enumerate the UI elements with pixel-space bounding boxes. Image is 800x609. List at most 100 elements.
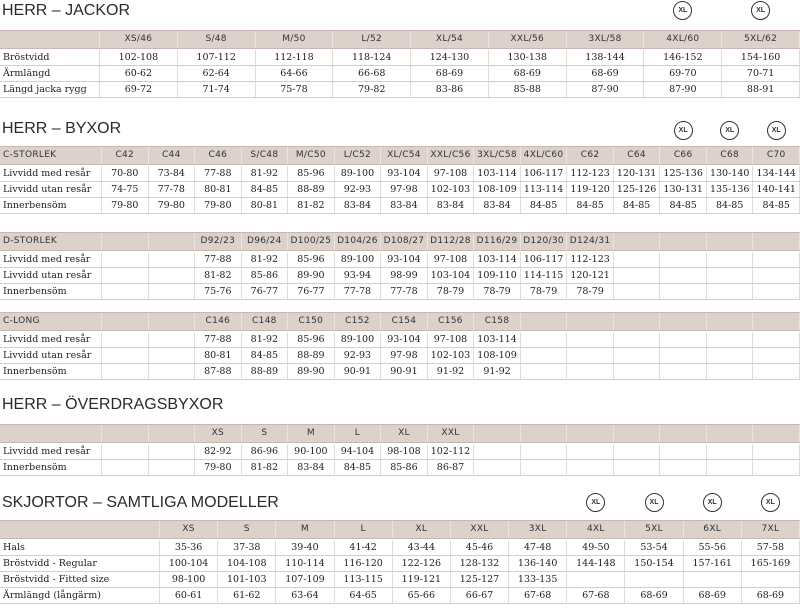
size-value [474, 460, 521, 475]
size-value: 63-64 [276, 588, 335, 603]
row-label: Innerbensöm [0, 284, 102, 299]
column-header: S [242, 425, 289, 442]
size-value: 93-94 [335, 268, 382, 283]
table-row: Livvidd utan resår 80-81 84-85 88-89 92-93 97… [0, 348, 800, 364]
size-value: 87-90 [567, 82, 645, 97]
size-value: 112-123 [567, 252, 614, 267]
size-value: 81-92 [242, 166, 289, 181]
size-value: 41-42 [335, 540, 393, 555]
size-value: 89-100 [335, 332, 382, 347]
column-header [753, 425, 800, 442]
size-value: 92-93 [335, 182, 382, 197]
size-value: 134-144 [753, 166, 800, 181]
header-label: D-STORLEK [0, 233, 102, 250]
column-header: 3XL [509, 521, 568, 538]
size-value [521, 460, 568, 475]
size-value: 98-100 [160, 572, 219, 587]
size-value: 120-131 [614, 166, 661, 181]
size-value [102, 252, 149, 267]
size-value: 84-85 [614, 198, 661, 213]
size-value: 85-96 [288, 252, 335, 267]
size-value: 68-69 [411, 66, 489, 81]
size-value: 125-127 [451, 572, 510, 587]
column-header: D100/25 [288, 233, 335, 250]
size-value: 78-79 [428, 284, 475, 299]
size-value: 61-62 [218, 588, 277, 603]
size-value: 93-104 [381, 332, 428, 347]
size-value: 66-67 [451, 588, 510, 603]
header-label: C-LONG [0, 313, 102, 330]
row-label: Livvidd med resår [0, 444, 102, 459]
column-header [102, 313, 149, 330]
table-row: Livvidd utan resår 74-75 77-78 80-81 84-85 88… [0, 182, 800, 198]
size-value [753, 348, 800, 363]
column-header: S/48 [178, 31, 256, 48]
size-value [660, 364, 707, 379]
size-value [707, 460, 754, 475]
column-header [567, 313, 614, 330]
column-header: 5XL [625, 521, 684, 538]
size-value: 84-85 [660, 198, 707, 213]
size-value: 91-92 [428, 364, 475, 379]
size-value: 119-120 [567, 182, 614, 197]
column-header: 5XL/62 [722, 31, 800, 48]
column-header: M [276, 521, 335, 538]
size-value: 106-117 [521, 166, 568, 181]
size-value: 47-48 [509, 540, 568, 555]
row-label: Livvidd utan resår [0, 268, 102, 283]
size-value [102, 444, 149, 459]
header-label: C-STORLEK [0, 147, 102, 164]
size-value: 125-136 [660, 166, 707, 181]
column-header [521, 313, 568, 330]
column-header: 4XL/60 [644, 31, 723, 48]
size-value: 144-148 [567, 556, 626, 571]
size-value: 84-85 [335, 460, 382, 475]
size-value [684, 572, 742, 587]
size-value: 107-109 [276, 572, 335, 587]
column-header: L/C52 [335, 147, 382, 164]
size-value [753, 444, 800, 459]
size-value: 62-64 [178, 66, 256, 81]
size-value [707, 252, 754, 267]
table-row: Ärmlängd (långärm) 60-61 61-62 63-64 64-65 65… [0, 588, 800, 604]
column-header: XS [160, 521, 219, 538]
size-value: 83-84 [428, 198, 475, 213]
table-row: Innerbensöm 79-80 79-80 79-80 80-81 81-82 83-8… [0, 198, 800, 214]
size-value: 57-58 [742, 540, 800, 555]
column-header [660, 425, 707, 442]
size-value [149, 460, 196, 475]
plus-size-badge: XL [673, 121, 693, 140]
row-label: Innerbensöm [0, 460, 102, 475]
size-value: 125-126 [614, 182, 661, 197]
row-label: Ärmlängd [0, 66, 100, 81]
column-header: 4XL/C60 [521, 147, 568, 164]
size-value: 70-80 [102, 166, 149, 181]
header-row: D-STORLEK D92/23 D96/24 D100/25 D104/26 D108/… [0, 232, 800, 251]
size-value: 165-169 [742, 556, 800, 571]
size-value: 108-109 [474, 182, 521, 197]
size-value [753, 268, 800, 283]
column-header: D124/31 [567, 233, 614, 250]
size-value: 88-89 [288, 182, 335, 197]
column-header: C44 [149, 147, 196, 164]
size-value: 113-114 [521, 182, 568, 197]
size-value: 49-50 [567, 540, 626, 555]
size-value: 83-84 [474, 198, 521, 213]
column-header [102, 233, 149, 250]
size-value: 43-44 [393, 540, 451, 555]
table-row: Innerbensöm 79-80 81-82 83-84 84-85 85-86 86-8… [0, 460, 800, 476]
size-value: 130-140 [707, 166, 754, 181]
size-value: 150-154 [625, 556, 684, 571]
size-value [521, 364, 568, 379]
size-value: 45-46 [451, 540, 510, 555]
header-row: XS/46 S/48 M/50 L/52 XL/54 XXL/56 3XL/58 4XL/60… [0, 30, 800, 49]
column-header: M/50 [256, 31, 334, 48]
column-header [149, 233, 196, 250]
column-header: C150 [288, 313, 335, 330]
row-label: Innerbensöm [0, 198, 102, 213]
size-value [707, 332, 754, 347]
column-header [660, 313, 707, 330]
section-title: HERR – JACKOR [2, 2, 131, 19]
size-value: 84-85 [707, 198, 754, 213]
size-value: 64-66 [256, 66, 334, 81]
